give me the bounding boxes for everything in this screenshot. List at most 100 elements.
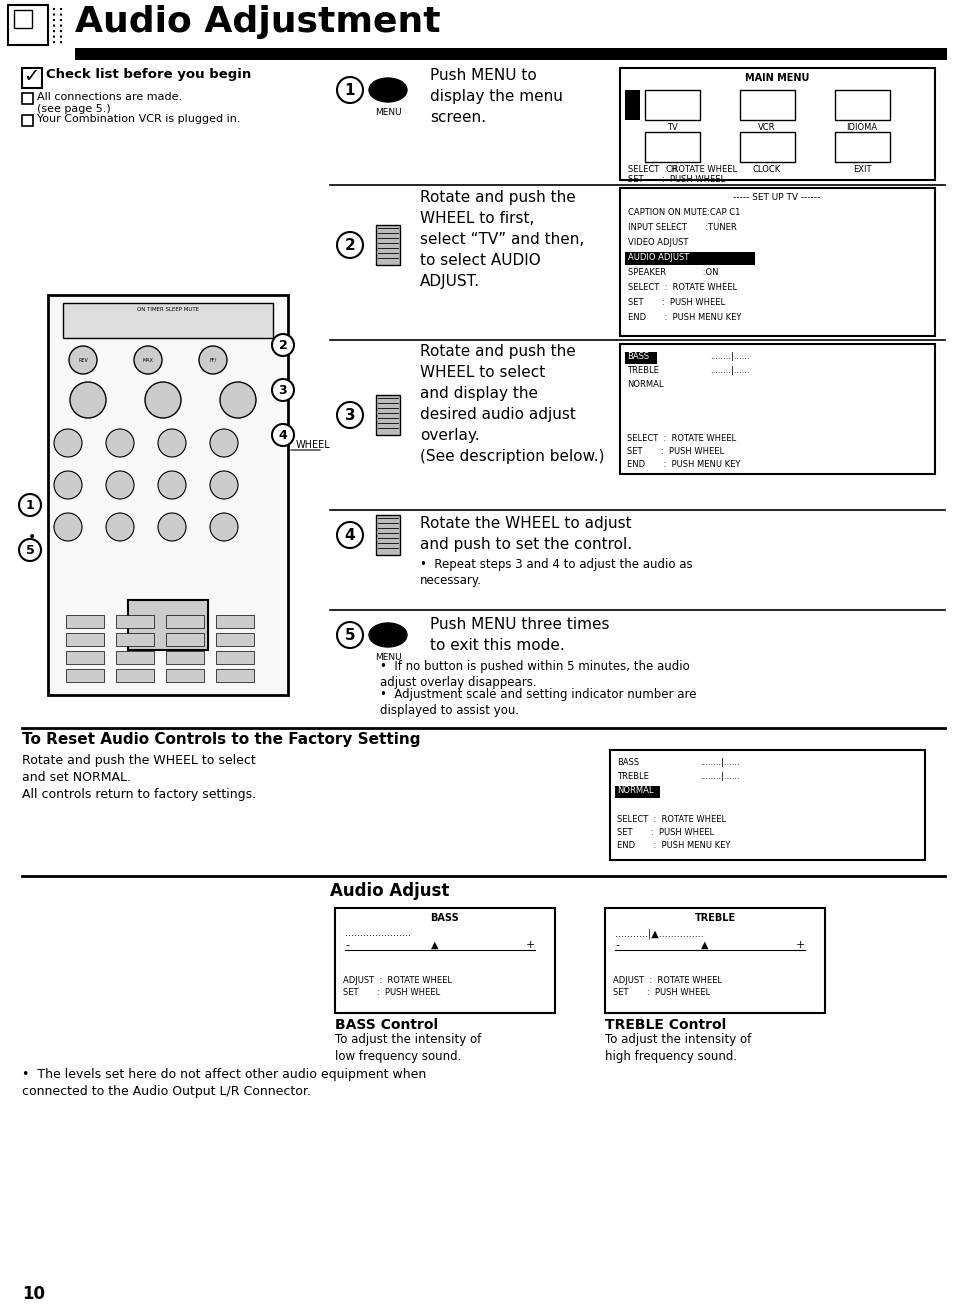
Text: ✓: ✓ (23, 67, 39, 85)
Text: ON TIMER SLEEP MUTE: ON TIMER SLEEP MUTE (137, 306, 199, 312)
Text: SELECT  :  ROTATE WHEEL: SELECT : ROTATE WHEEL (617, 815, 725, 825)
Circle shape (158, 429, 186, 458)
Bar (375, 394, 399, 435)
Bar (740, 89, 794, 120)
Bar (66, 615, 104, 629)
Text: BASS: BASS (617, 757, 639, 767)
Text: VCR: VCR (758, 124, 775, 132)
Text: +: + (795, 940, 804, 949)
Circle shape (210, 471, 237, 498)
Text: MAX: MAX (142, 358, 153, 363)
Bar (375, 515, 399, 555)
Bar (619, 188, 934, 337)
Text: AUDIO ADJUST: AUDIO ADJUST (627, 252, 688, 262)
Text: END       :  PUSH MENU KEY: END : PUSH MENU KEY (627, 313, 740, 322)
Bar (22, 114, 33, 126)
Text: VIDEO ADJUST: VIDEO ADJUST (627, 238, 688, 247)
Circle shape (210, 513, 237, 540)
Text: 1: 1 (344, 83, 355, 97)
Circle shape (158, 513, 186, 540)
Text: TREBLE: TREBLE (626, 366, 659, 375)
Circle shape (272, 334, 294, 356)
Text: 2: 2 (278, 338, 287, 351)
Bar (834, 89, 889, 120)
Text: FF/: FF/ (210, 358, 216, 363)
Text: SET       :  PUSH WHEEL: SET : PUSH WHEEL (626, 447, 723, 456)
Circle shape (210, 429, 237, 458)
Bar (116, 633, 153, 646)
Circle shape (70, 381, 106, 418)
Bar (166, 633, 204, 646)
Text: Push MENU to
display the menu
screen.: Push MENU to display the menu screen. (430, 68, 562, 125)
Text: -: - (615, 940, 618, 949)
Text: ADJUST  :  ROTATE WHEEL: ADJUST : ROTATE WHEEL (613, 976, 721, 985)
Circle shape (336, 622, 363, 648)
Text: 3: 3 (344, 408, 355, 422)
Text: ▲: ▲ (431, 940, 438, 949)
Text: Audio Adjust: Audio Adjust (330, 882, 449, 899)
Text: 1: 1 (26, 498, 34, 512)
Text: 5: 5 (26, 543, 34, 556)
Text: 4: 4 (278, 429, 287, 442)
Circle shape (106, 513, 133, 540)
Bar (166, 651, 204, 664)
Text: SPEAKER              :ON: SPEAKER :ON (627, 268, 718, 277)
Text: ----- SET UP TV ------: ----- SET UP TV ------ (733, 193, 820, 203)
Text: ADJUST  :  ROTATE WHEEL: ADJUST : ROTATE WHEEL (343, 976, 452, 985)
Text: Rotate and push the WHEEL to select
and set NORMAL.
All controls return to facto: Rotate and push the WHEEL to select and … (22, 753, 255, 801)
Text: BASS: BASS (430, 913, 459, 923)
Bar (215, 651, 253, 664)
Text: To Reset Audio Controls to the Factory Setting: To Reset Audio Controls to the Factory S… (22, 732, 420, 747)
Bar (624, 252, 754, 266)
Bar (48, 295, 288, 696)
Text: END       :  PUSH MENU KEY: END : PUSH MENU KEY (626, 460, 740, 469)
Text: To adjust the intensity of
low frequency sound.: To adjust the intensity of low frequency… (335, 1034, 480, 1063)
Text: ...........|▲...............: ...........|▲............... (615, 928, 703, 939)
Text: SET       :  PUSH WHEEL: SET : PUSH WHEEL (627, 175, 724, 184)
Circle shape (199, 346, 227, 373)
Text: •: • (28, 530, 36, 544)
Bar (14, 11, 32, 28)
Bar (166, 669, 204, 682)
Text: NORMAL: NORMAL (626, 380, 662, 389)
Bar (619, 68, 934, 180)
Circle shape (158, 471, 186, 498)
Bar (375, 225, 399, 266)
Circle shape (69, 346, 97, 373)
Text: SELECT  :  ROTATE WHEEL: SELECT : ROTATE WHEEL (627, 283, 737, 292)
Bar (22, 68, 42, 88)
Text: •  Adjustment scale and setting indicator number are
displayed to assist you.: • Adjustment scale and setting indicator… (379, 688, 696, 717)
Bar (624, 89, 639, 120)
Text: TREBLE: TREBLE (694, 913, 735, 923)
Bar (619, 345, 934, 473)
Bar (75, 49, 946, 60)
Text: ........|......: ........|...... (709, 352, 749, 362)
Text: WHEEL: WHEEL (295, 441, 331, 450)
Bar (834, 132, 889, 162)
Bar (644, 132, 700, 162)
Text: Your Combination VCR is plugged in.: Your Combination VCR is plugged in. (37, 114, 240, 124)
Text: Push MENU three times
to exit this mode.: Push MENU three times to exit this mode. (430, 617, 609, 654)
Text: MAIN MENU: MAIN MENU (744, 74, 808, 83)
Circle shape (145, 381, 181, 418)
Bar (609, 750, 924, 860)
Text: 4: 4 (344, 527, 355, 543)
Bar (66, 633, 104, 646)
Text: REV: REV (78, 358, 88, 363)
Text: SELECT  :  ROTATE WHEEL: SELECT : ROTATE WHEEL (627, 164, 737, 174)
Bar (335, 907, 555, 1013)
Text: ▲: ▲ (700, 940, 708, 949)
Circle shape (336, 522, 363, 548)
Text: Rotate and push the
WHEEL to select
and display the
desired audio adjust
overlay: Rotate and push the WHEEL to select and … (419, 345, 604, 464)
Text: BASS: BASS (626, 352, 648, 362)
Text: 5: 5 (344, 627, 355, 643)
Circle shape (106, 471, 133, 498)
Text: NORMAL: NORMAL (617, 786, 653, 796)
Bar (63, 302, 273, 338)
Bar (215, 615, 253, 629)
Circle shape (272, 423, 294, 446)
Bar (624, 352, 657, 364)
Text: MENU: MENU (375, 108, 401, 117)
Text: END       :  PUSH MENU KEY: END : PUSH MENU KEY (617, 842, 730, 849)
Text: 2: 2 (344, 238, 355, 252)
